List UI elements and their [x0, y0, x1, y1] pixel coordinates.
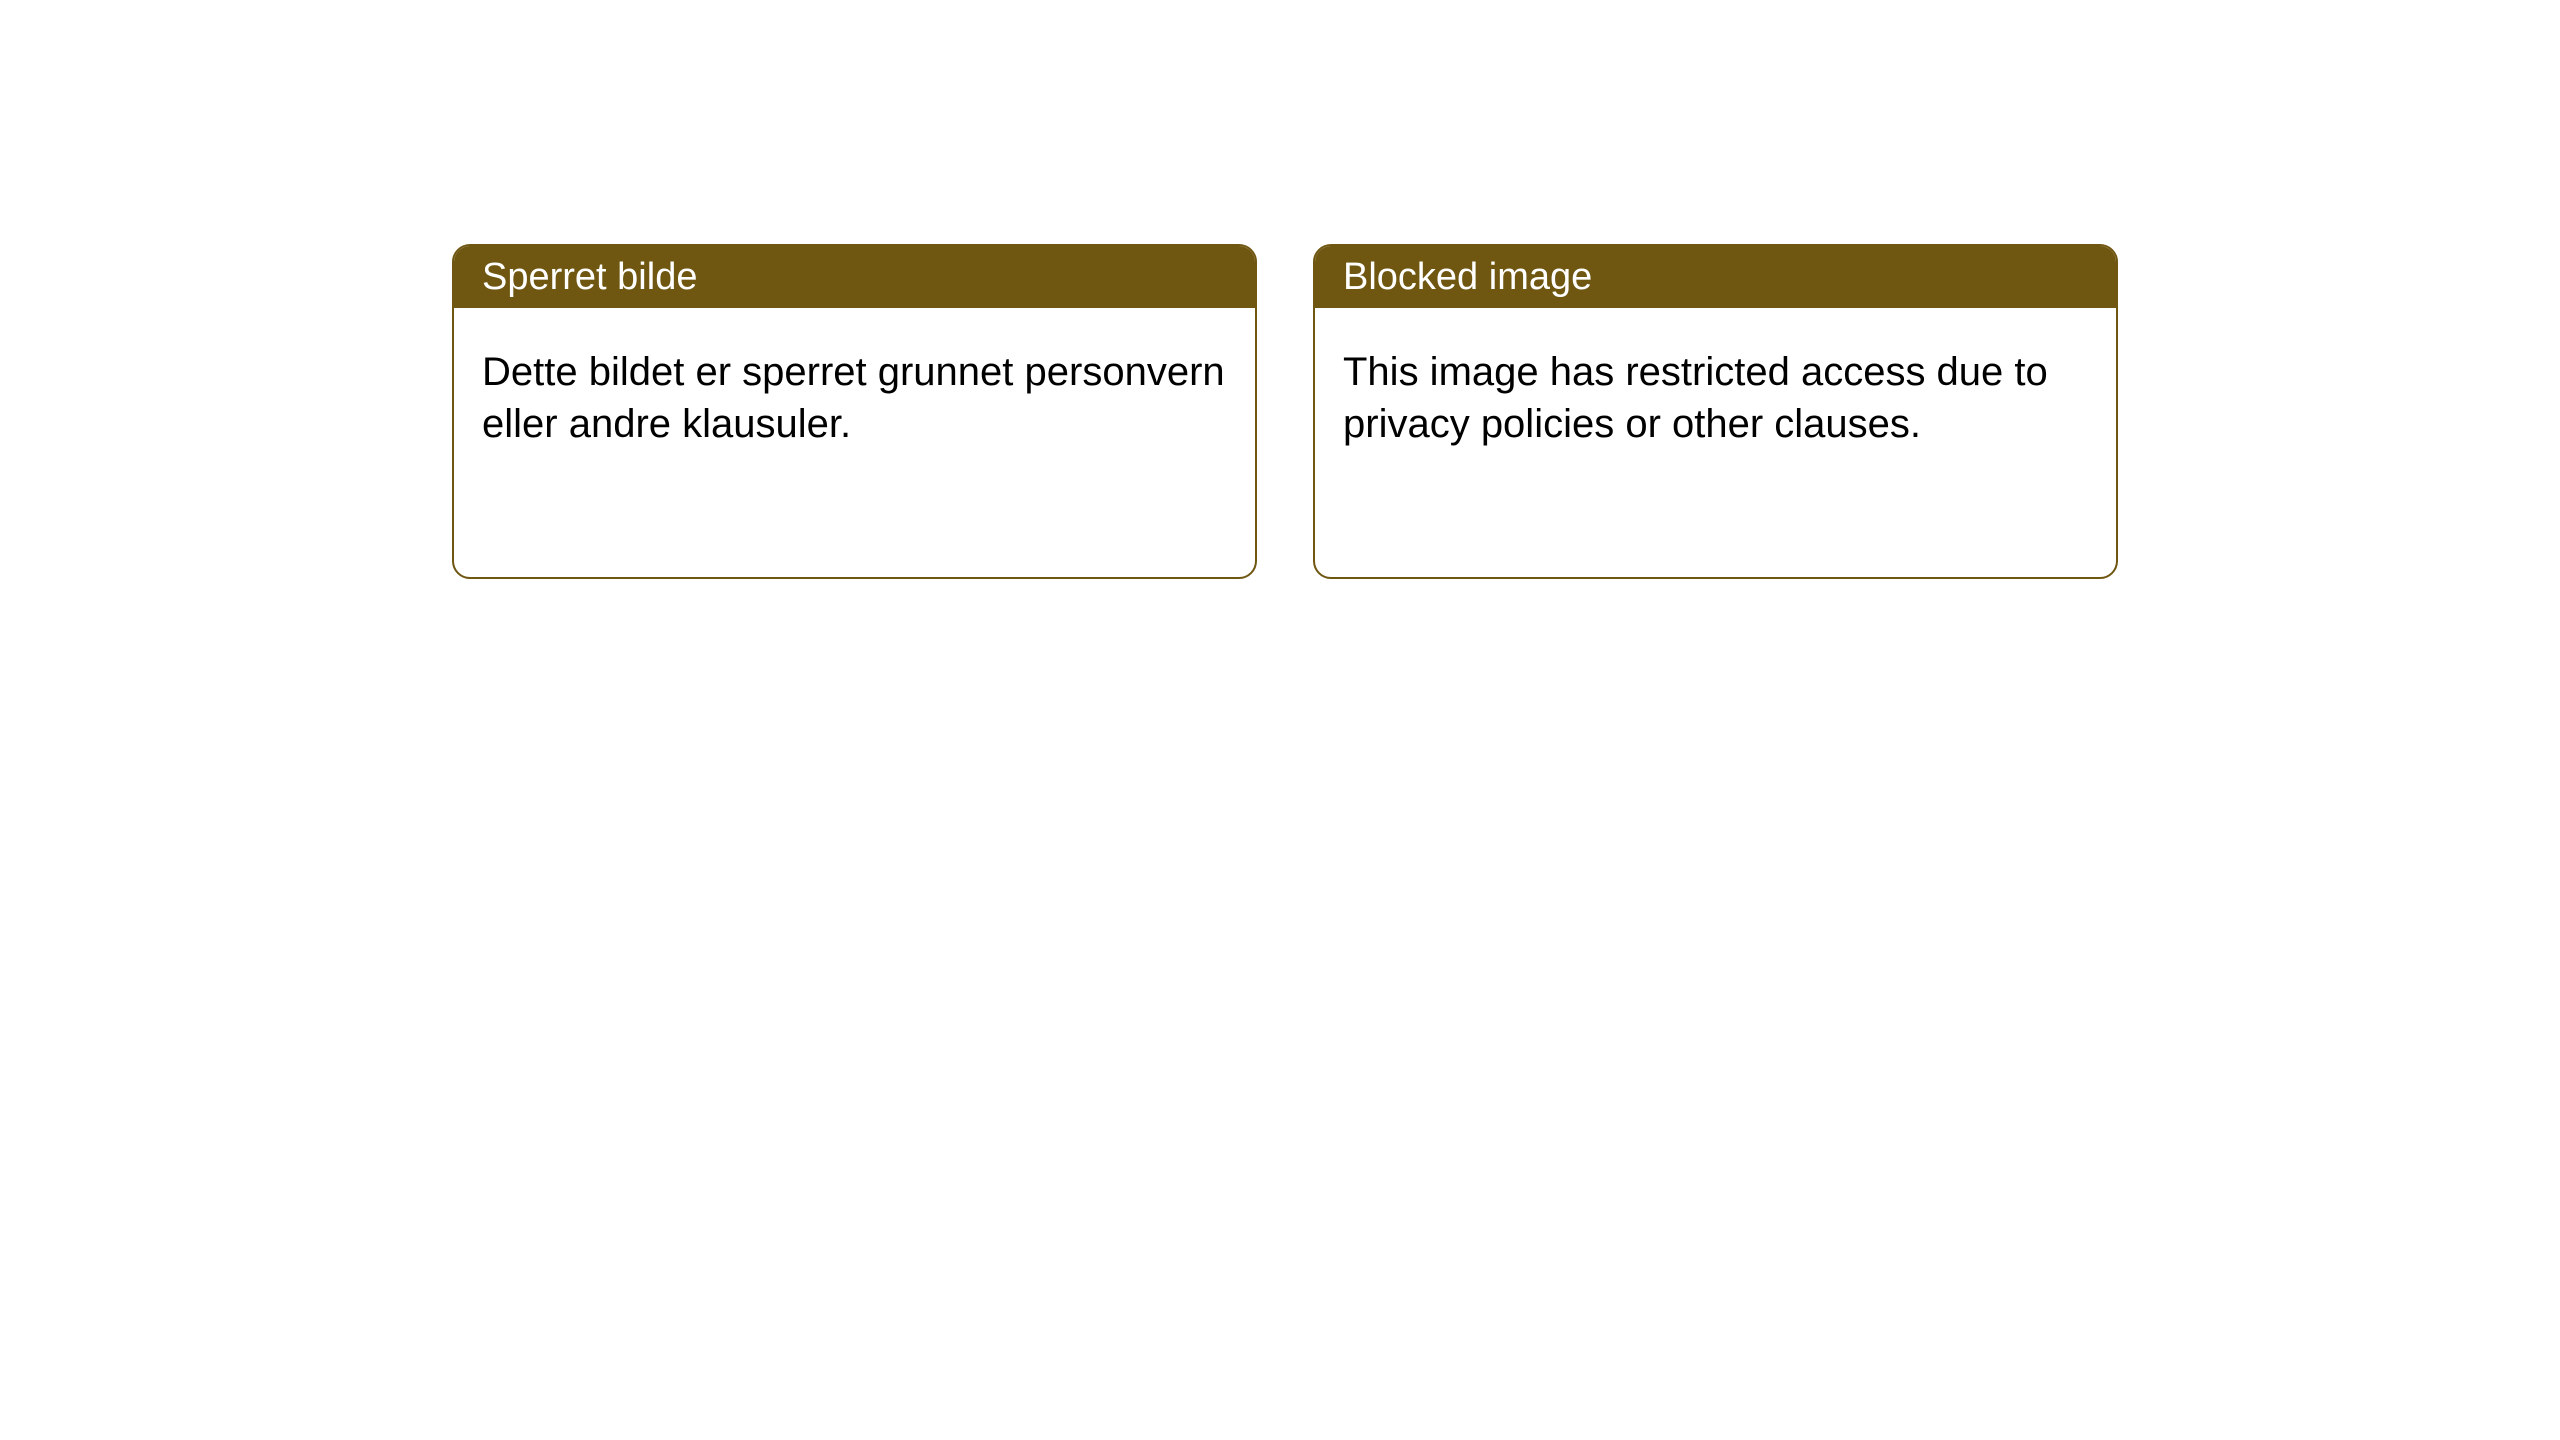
notice-body-text: This image has restricted access due to …	[1343, 350, 2048, 446]
notice-body: This image has restricted access due to …	[1315, 308, 2116, 488]
notice-header: Sperret bilde	[454, 246, 1255, 308]
notice-title: Sperret bilde	[482, 256, 697, 299]
notice-header: Blocked image	[1315, 246, 2116, 308]
notice-card-norwegian: Sperret bilde Dette bildet er sperret gr…	[452, 244, 1257, 579]
notice-body-text: Dette bildet er sperret grunnet personve…	[482, 350, 1225, 446]
notice-card-english: Blocked image This image has restricted …	[1313, 244, 2118, 579]
notice-container: Sperret bilde Dette bildet er sperret gr…	[452, 244, 2118, 579]
notice-title: Blocked image	[1343, 256, 1592, 299]
notice-body: Dette bildet er sperret grunnet personve…	[454, 308, 1255, 488]
